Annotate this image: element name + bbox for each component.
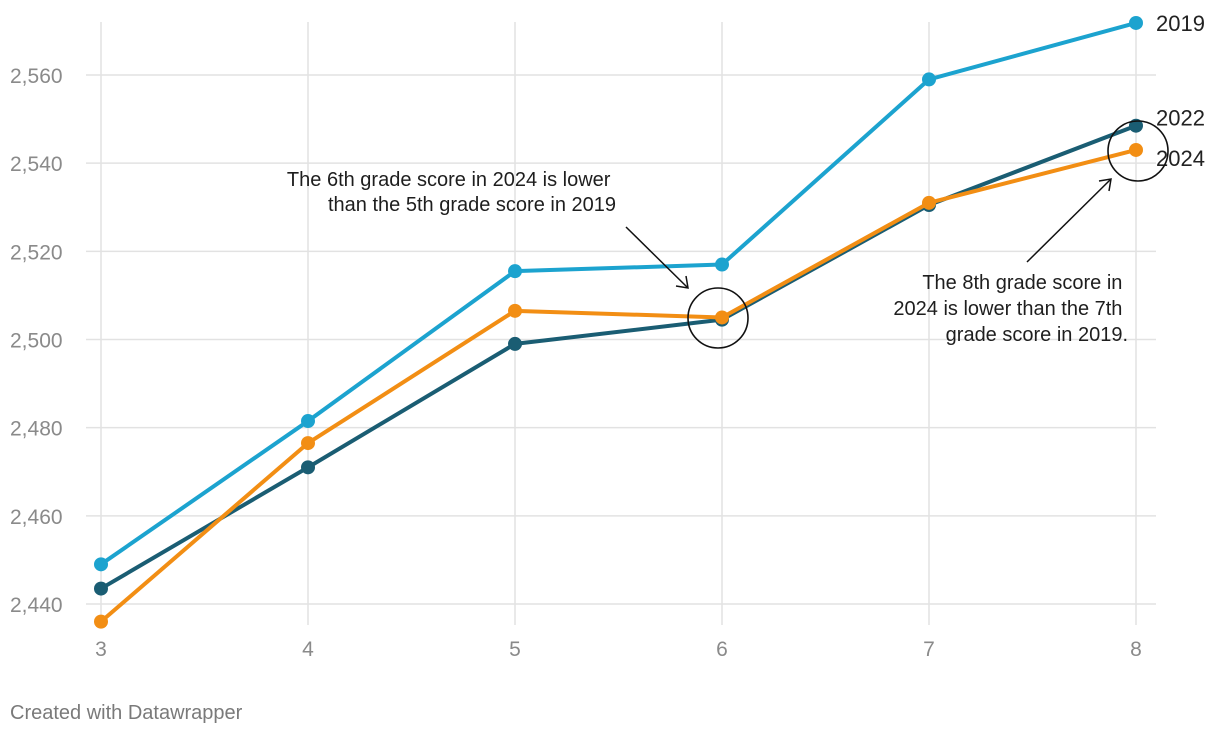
y-tick-label: 2,480 [10, 418, 63, 441]
annotation-8th-grade: The 8th grade score in 2024 is lower tha… [893, 272, 1128, 346]
data-point-2019 [508, 264, 522, 279]
data-point-2024 [508, 303, 522, 318]
data-point-2019 [94, 557, 108, 572]
series-line-2022 [99, 123, 1138, 591]
data-point-2022 [94, 581, 108, 596]
y-tick-label: 2,440 [10, 594, 63, 617]
annotations: The 6th grade score in 2024 is lower tha… [287, 120, 1169, 349]
data-point-2024 [1129, 142, 1143, 157]
data-point-2019 [715, 257, 729, 272]
data-point-2024 [94, 614, 108, 629]
data-point-2022 [301, 460, 315, 475]
highlight-circle-6th [687, 287, 749, 349]
arrow-8th-head [1098, 178, 1112, 192]
series-label-2022: 2022 [1156, 106, 1205, 131]
annotation-6th-line-1: The 6th grade score in 2024 is lower [287, 169, 611, 191]
annotation-8th-line-2: 2024 is lower than the 7th [893, 298, 1122, 320]
data-point-2024 [922, 195, 936, 210]
annotation-8th-line-3: grade score in 2019. [946, 324, 1128, 346]
grid [86, 22, 1156, 625]
series-line-2019 [99, 20, 1138, 567]
y-tick-label: 2,520 [10, 241, 63, 264]
arrow-6th-head [675, 275, 689, 289]
data-point-2019 [301, 414, 315, 429]
data-point-2022 [508, 336, 522, 351]
x-tick-label: 7 [923, 638, 935, 661]
highlight-circle-8th [1107, 120, 1169, 182]
annotation-6th-line-2: than the 5th grade score in 2019 [328, 194, 616, 216]
y-tick-label: 2,500 [10, 330, 63, 353]
x-tick-label: 5 [509, 638, 521, 661]
datawrapper-credit: Created with Datawrapper [10, 702, 243, 724]
data-point-2024 [715, 310, 729, 325]
x-tick-label: 6 [716, 638, 728, 661]
x-axis-ticks: 3 4 5 6 7 8 [95, 638, 1142, 661]
y-tick-label: 2,460 [10, 506, 63, 529]
x-tick-label: 3 [95, 638, 107, 661]
data-point-2019 [922, 72, 936, 87]
series-label-2019: 2019 [1156, 11, 1205, 36]
y-tick-label: 2,540 [10, 153, 63, 176]
y-tick-label: 2,560 [10, 65, 63, 88]
annotation-8th-line-1: The 8th grade score in [922, 272, 1122, 294]
data-point-2019 [1129, 15, 1143, 30]
annotation-6th-grade: The 6th grade score in 2024 is lower tha… [287, 169, 616, 216]
y-axis-ticks: 2,440 2,460 2,480 2,500 2,520 2,540 2,560 [10, 65, 63, 617]
series-lines [94, 15, 1143, 629]
series-line-2024 [99, 147, 1138, 624]
arrow-8th-shaft [1026, 178, 1112, 263]
data-point-2024 [301, 436, 315, 451]
arrow-6th-shaft [625, 226, 689, 289]
x-tick-label: 4 [302, 638, 314, 661]
x-tick-label: 8 [1130, 638, 1142, 661]
